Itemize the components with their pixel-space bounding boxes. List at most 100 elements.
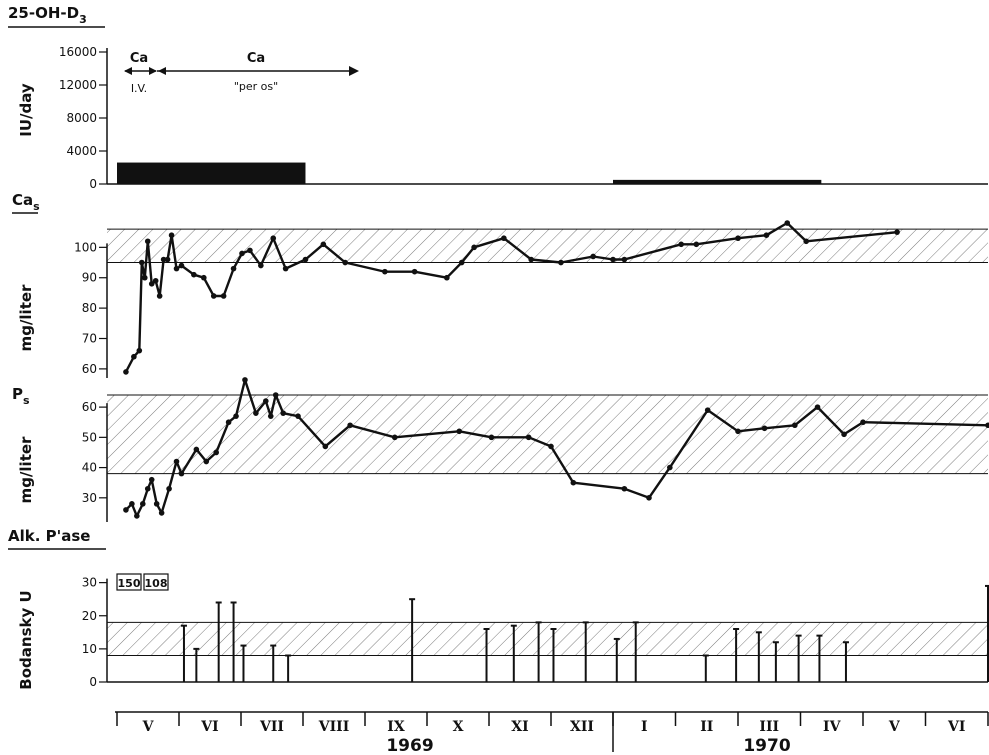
- ca-data-point: [131, 353, 137, 360]
- dose-ytick-label: 0: [89, 177, 97, 191]
- p-data-point: [735, 428, 741, 435]
- ca-data-point: [160, 256, 167, 263]
- dose-bar: [117, 162, 306, 184]
- ca-data-point: [230, 265, 237, 272]
- p-data-point: [488, 434, 495, 441]
- ca-data-point: [220, 293, 227, 299]
- ca-data-point: [894, 229, 900, 235]
- p-data-point: [272, 392, 279, 398]
- dose-panel: 0 4000 8000 12000 16000: [59, 45, 988, 191]
- ca-data-point: [444, 274, 450, 281]
- month-label: XII: [570, 719, 594, 735]
- p-ylabel: mg/liter: [17, 436, 35, 503]
- dose-ytick-label: 12000: [59, 78, 97, 92]
- p-data-point: [144, 485, 151, 492]
- ca-ytick-label: 70: [82, 332, 97, 346]
- p-data-point: [253, 410, 259, 416]
- alk-ytick-label: 0: [89, 675, 97, 689]
- p-data-point: [841, 431, 847, 438]
- p-data-point: [391, 434, 398, 441]
- ca-data-point: [270, 235, 277, 242]
- p-data-point: [173, 458, 180, 465]
- p-data-point: [621, 485, 628, 492]
- p-data-point: [347, 422, 353, 429]
- ca-data-point: [382, 268, 388, 275]
- ca-ytick-label: 90: [82, 271, 97, 285]
- svg-text:Cas: Cas: [12, 191, 40, 213]
- ca-data-point: [210, 293, 217, 299]
- ca-ytick-label: 80: [82, 301, 97, 315]
- off-scale-box-150: 150: [116, 573, 142, 591]
- svg-text:108: 108: [145, 577, 168, 590]
- month-label: VIII: [318, 719, 350, 735]
- p-data-point: [267, 413, 274, 419]
- p-data-point: [134, 513, 140, 519]
- p-data-point: [158, 510, 165, 516]
- p-ytick-label: 50: [82, 430, 97, 444]
- svg-text:Ps: Ps: [12, 385, 30, 407]
- ca-data-point: [458, 259, 465, 266]
- ca-data-point: [247, 247, 253, 254]
- p-data-point: [213, 449, 219, 456]
- ca-data-point: [501, 235, 507, 242]
- p-data-point: [139, 501, 146, 507]
- ca-data-point: [191, 271, 197, 278]
- month-label: VI: [947, 719, 965, 735]
- p-ytick-label: 60: [82, 400, 97, 414]
- svg-text:"per os": "per os": [234, 80, 278, 93]
- dose-ytick-label: 16000: [59, 45, 97, 59]
- ca-data-point: [302, 256, 309, 263]
- ca-data-point: [201, 274, 207, 281]
- p-data-point: [860, 419, 866, 426]
- p-data-point: [667, 464, 673, 471]
- alk-panel: 0 10 20 30: [82, 576, 989, 689]
- p-data-point: [761, 425, 768, 432]
- p-data-point: [242, 377, 248, 383]
- year-label: 1969: [386, 736, 433, 755]
- p-data-point: [548, 443, 554, 450]
- ca-data-point: [528, 256, 534, 263]
- ca-data-point: [471, 244, 477, 251]
- dose-bar: [613, 179, 822, 184]
- month-label: VI: [200, 719, 218, 735]
- alk-ytick-label: 30: [82, 576, 97, 590]
- ca-data-point: [152, 277, 159, 284]
- p-data-point: [153, 501, 160, 507]
- month-label: IV: [823, 719, 842, 735]
- ca-data-point: [144, 238, 151, 245]
- ca-ytick-label: 60: [82, 362, 97, 376]
- month-label: V: [142, 719, 155, 735]
- month-label: V: [888, 719, 901, 735]
- month-label: XI: [511, 719, 528, 735]
- p-title: Ps: [12, 385, 30, 407]
- p-ytick-label: 30: [82, 491, 97, 505]
- ca-ylabel: mg/liter: [17, 284, 35, 351]
- ca-data-point: [168, 232, 175, 238]
- ca-data-point: [590, 253, 596, 260]
- dose-ytick-label: 8000: [66, 111, 97, 125]
- p-data-point: [193, 446, 200, 453]
- ca-data-point: [763, 232, 770, 238]
- ca-data-point: [558, 259, 564, 266]
- dose-ytick-label: 4000: [66, 144, 97, 158]
- ca-data-point: [610, 256, 616, 263]
- svg-text:I.V.: I.V.: [131, 82, 147, 95]
- ca-data-point: [123, 369, 129, 375]
- dose-title: 25-OH-D3: [8, 4, 105, 28]
- p-data-point: [814, 404, 821, 410]
- p-data-point: [985, 422, 989, 429]
- alk-normal-range: [107, 622, 988, 656]
- ca-data-point: [156, 293, 163, 299]
- p-data-point: [295, 413, 301, 419]
- ca-data-point: [136, 347, 143, 354]
- ca-data-point: [282, 265, 289, 272]
- alk-ylabel: Bodansky U: [17, 590, 35, 689]
- ca-data-point: [411, 268, 418, 275]
- off-scale-box-108: 108: [143, 573, 169, 591]
- ca-data-point: [164, 256, 171, 263]
- p-data-point: [322, 443, 329, 450]
- p-data-point: [129, 501, 135, 507]
- month-label: IX: [387, 719, 405, 735]
- alk-ytick-label: 20: [82, 609, 97, 623]
